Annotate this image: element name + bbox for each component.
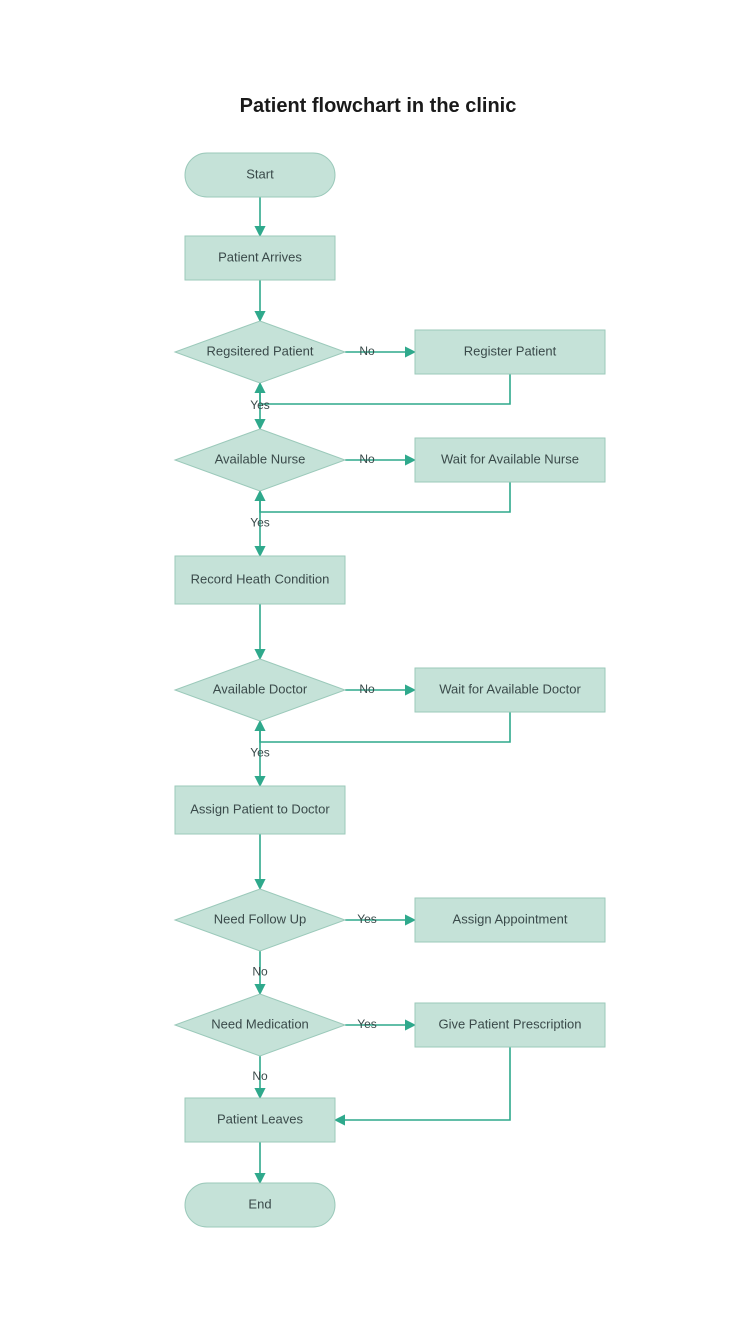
- edge-label: Yes: [357, 912, 377, 926]
- node-label: Register Patient: [464, 343, 557, 358]
- edge-label: Yes: [250, 516, 270, 530]
- node-label: Patient Arrives: [218, 249, 302, 264]
- node-label: Need Medication: [211, 1016, 309, 1031]
- node-label: Available Nurse: [215, 451, 306, 466]
- flowchart-svg: No Yes No Yes No Yes Yes No Yes No Start Patient Ar…: [0, 0, 756, 1323]
- node-label: Patient Leaves: [217, 1111, 304, 1126]
- node-label: Need Follow Up: [214, 911, 307, 926]
- node-label: Start: [246, 166, 274, 181]
- node-label: Available Doctor: [213, 681, 308, 696]
- flowchart-page: Patient flowchart in the clinic NoYesNoY…: [0, 0, 756, 1323]
- edge-label: No: [252, 965, 268, 979]
- edge-label: No: [359, 344, 375, 358]
- flowchart-edge: [260, 374, 510, 404]
- node-label: Give Patient Prescription: [438, 1016, 581, 1031]
- node-label: Assign Appointment: [453, 911, 568, 926]
- node-label: Record Heath Condition: [191, 571, 330, 586]
- node-label: Wait for Available Nurse: [441, 451, 579, 466]
- edge-label: No: [252, 1069, 268, 1083]
- node-label: Regsitered Patient: [207, 343, 314, 358]
- edge-label: No: [359, 452, 375, 466]
- edge-label: No: [359, 682, 375, 696]
- flowchart-edge: [260, 712, 510, 742]
- node-label: End: [248, 1196, 271, 1211]
- node-label: Assign Patient to Doctor: [190, 801, 330, 816]
- edge-label: Yes: [250, 746, 270, 760]
- edge-label: Yes: [250, 398, 270, 412]
- flowchart-edge: [335, 1047, 510, 1120]
- flowchart-edge: [260, 482, 510, 512]
- edge-label: Yes: [357, 1017, 377, 1031]
- node-label: Wait for Available Doctor: [439, 681, 581, 696]
